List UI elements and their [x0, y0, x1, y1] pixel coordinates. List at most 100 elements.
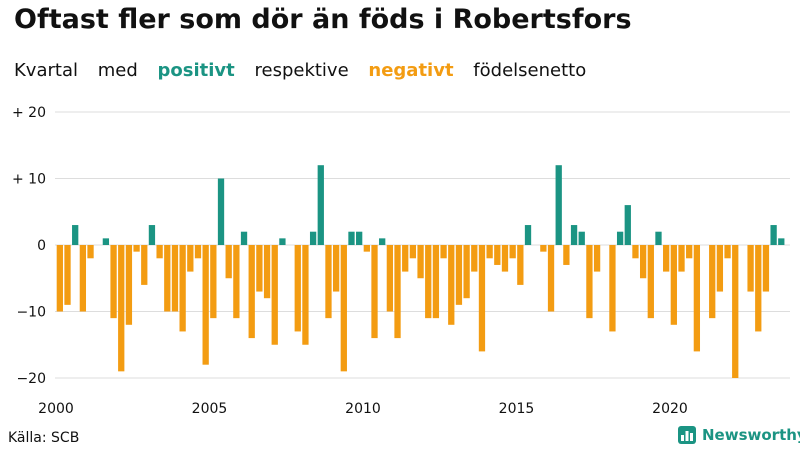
subtitle-positive: positivt — [157, 60, 235, 81]
y-tick-label: −10 — [16, 305, 46, 321]
bar — [547, 245, 555, 312]
bar — [394, 245, 401, 339]
x-tick-label: 2010 — [345, 401, 381, 417]
bar — [517, 245, 524, 285]
bar — [670, 245, 677, 325]
bar — [225, 245, 232, 279]
x-tick-label: 2020 — [652, 401, 688, 417]
bar — [448, 245, 455, 325]
newsworthy-logo: Newsworthy — [678, 426, 800, 444]
bar — [102, 238, 110, 245]
bar — [732, 245, 739, 378]
bar — [555, 165, 562, 245]
bar — [279, 238, 286, 245]
bar — [593, 245, 601, 272]
bar — [678, 245, 685, 272]
bar — [463, 245, 470, 299]
bar — [240, 231, 248, 245]
bar — [332, 245, 340, 292]
y-tick-label: 0 — [37, 238, 46, 254]
bar — [56, 245, 63, 312]
bar — [693, 245, 701, 352]
bar — [478, 245, 486, 352]
bar — [187, 245, 194, 272]
y-tick-label: + 20 — [12, 105, 46, 121]
bar — [356, 231, 363, 245]
bar — [164, 245, 171, 312]
x-tick-label: 2000 — [38, 401, 74, 417]
bar — [325, 245, 332, 319]
bar — [363, 245, 370, 252]
brand-name: Newsworthy — [702, 426, 800, 444]
bar — [371, 245, 378, 339]
bar — [624, 205, 631, 245]
bar — [494, 245, 501, 265]
bar — [440, 245, 447, 259]
bar — [647, 245, 654, 319]
bar — [248, 245, 255, 339]
source-note: Källa: SCB — [8, 430, 80, 446]
bar-chart-icon — [678, 426, 696, 444]
bar — [256, 245, 263, 292]
bar — [632, 245, 639, 259]
bar — [309, 231, 317, 245]
bar — [663, 245, 670, 272]
bar — [263, 245, 271, 299]
chart-title: Oftast fler som dör än föds i Robertsfor… — [14, 4, 632, 35]
bar — [118, 245, 125, 372]
bar — [402, 245, 409, 272]
bar — [302, 245, 309, 345]
bar — [217, 178, 225, 245]
y-tick-label: + 10 — [12, 172, 46, 188]
subtitle-negative: negativt — [368, 60, 454, 81]
bar — [202, 245, 209, 365]
bar — [709, 245, 716, 319]
bar — [540, 245, 547, 252]
bar — [194, 245, 202, 259]
bar — [271, 245, 278, 345]
bar — [432, 245, 440, 319]
bar — [762, 245, 770, 292]
bar — [616, 231, 624, 245]
bar — [348, 231, 355, 245]
bar — [778, 238, 785, 245]
bar — [486, 245, 493, 259]
x-tick-label: 2015 — [499, 401, 535, 417]
y-tick-label: −20 — [16, 371, 46, 387]
bar — [379, 238, 386, 245]
subtitle-word: med — [97, 60, 138, 81]
bar — [755, 245, 762, 332]
bar — [110, 245, 117, 319]
bar — [655, 231, 662, 245]
bar — [317, 165, 324, 245]
bar — [609, 245, 616, 332]
bar — [179, 245, 186, 332]
bar — [294, 245, 301, 332]
axis-labels: + 20 + 10 0 −10 −20 2000 2005 2010 2015 2020 — [12, 105, 688, 417]
bar — [455, 245, 463, 305]
bars — [56, 165, 785, 378]
bar — [586, 245, 593, 319]
bar — [724, 245, 731, 259]
bar — [125, 245, 133, 325]
bar — [87, 245, 94, 259]
bar — [639, 245, 647, 279]
bar — [141, 245, 148, 285]
bar — [563, 245, 570, 265]
bar — [501, 245, 509, 272]
bar — [409, 245, 417, 259]
bar — [340, 245, 347, 372]
bar — [233, 245, 240, 319]
bar — [770, 225, 777, 245]
chart-subtitle: Kvartal med positivt respektive negativt… — [14, 60, 600, 81]
bar — [386, 245, 394, 312]
bar — [417, 245, 424, 279]
bar — [686, 245, 693, 259]
bar — [210, 245, 217, 319]
subtitle-word: Kvartal — [14, 60, 78, 81]
bar — [171, 245, 179, 312]
bar — [64, 245, 71, 305]
subtitle-word: respektive — [254, 60, 349, 81]
bar — [570, 225, 578, 245]
